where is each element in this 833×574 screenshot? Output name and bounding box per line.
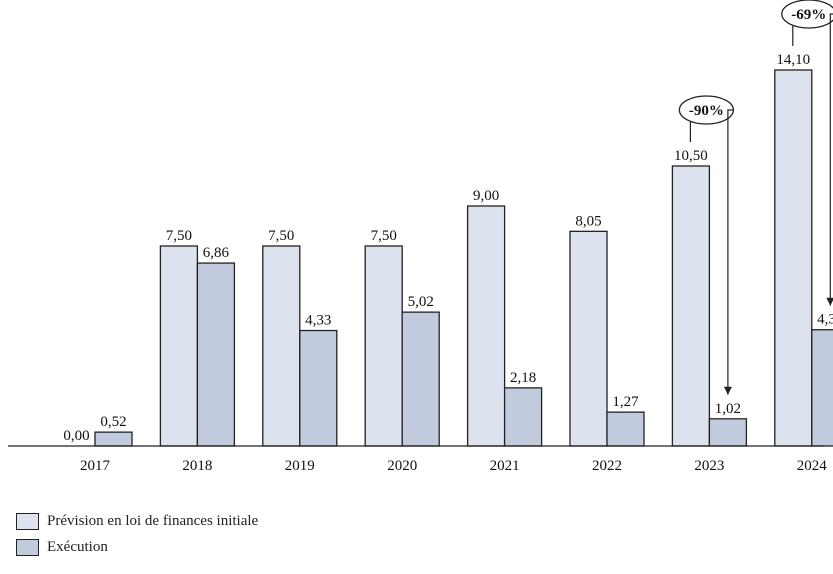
x-tick-label-2017: 2017	[80, 458, 111, 474]
bar-prevision-2019	[262, 245, 301, 447]
value-label-prevision-2021: 9,00	[473, 188, 499, 204]
annotation-arrow-2023	[727, 109, 734, 395]
annotation-2024: -69%	[781, 0, 833, 306]
bar-execution-2018	[196, 262, 236, 447]
legend-swatch-execution	[16, 538, 39, 556]
annotation-arrowhead-2024	[826, 297, 833, 306]
value-label-execution-2019: 4,33	[305, 313, 331, 329]
x-tick-label-2019: 2019	[285, 458, 315, 474]
bar-prevision-2024	[774, 69, 813, 447]
value-label-prevision-2018: 7,50	[166, 228, 192, 244]
legend-item-prevision: Prévision en loi de finances initiale	[16, 510, 258, 532]
legend-item-execution: Exécution	[16, 536, 258, 558]
value-label-execution-2018: 6,86	[203, 245, 230, 261]
bar-execution-2024	[811, 329, 833, 447]
value-label-execution-2017: 0,52	[100, 414, 126, 430]
value-label-execution-2024: 4,36	[817, 312, 833, 328]
legend-swatch-prevision	[16, 512, 39, 530]
annotation-arrowhead-2023	[723, 386, 732, 395]
x-tick-label-2024: 2024	[797, 458, 828, 474]
legend-label-execution: Exécution	[47, 538, 108, 555]
annotation-text-2023: -90%	[689, 103, 724, 119]
bar-execution-2019	[299, 329, 338, 447]
x-tick-label-2020: 2020	[387, 458, 417, 474]
legend: Prévision en loi de finances initiale Ex…	[16, 510, 258, 562]
bar-prevision-2023	[671, 165, 711, 447]
value-label-execution-2023: 1,02	[715, 401, 741, 417]
bar-prevision-2018	[159, 245, 199, 447]
bar-prevision-2022	[569, 230, 608, 447]
value-label-execution-2020: 5,02	[408, 294, 434, 310]
bar-prevision-2020	[364, 245, 403, 447]
bars-layer	[94, 69, 833, 447]
legend-label-prevision: Prévision en loi de finances initiale	[47, 512, 259, 529]
annotation-layer: -90% -69%	[678, 0, 833, 395]
labels-layer: 0,00 0,52 2017 7,50 6,86 2018 7,50 4,33 2019 7,50…	[63, 52, 833, 474]
value-label-prevision-2020: 7,50	[371, 228, 397, 244]
value-label-prevision-2024: 14,10	[776, 52, 810, 68]
x-tick-label-2021: 2021	[490, 458, 520, 474]
annotation-arrow-2024	[829, 13, 833, 306]
value-label-prevision-2019: 7,50	[268, 228, 294, 244]
bar-execution-2023	[708, 418, 748, 447]
annotation-oval-2024	[781, 0, 833, 29]
x-tick-label-2018: 2018	[182, 458, 212, 474]
annotation-text-2024: -69%	[791, 7, 826, 23]
value-label-prevision-2023: 10,50	[674, 148, 708, 164]
value-label-execution-2021: 2,18	[510, 370, 536, 386]
value-label-execution-2022: 1,27	[612, 394, 639, 410]
x-tick-label-2023: 2023	[694, 458, 724, 474]
bar-execution-2017	[94, 431, 133, 447]
bar-execution-2022	[606, 411, 645, 447]
bar-execution-2020	[401, 311, 440, 447]
annotation-2023: -90%	[678, 95, 735, 395]
bar-execution-2021	[503, 387, 543, 447]
value-label-prevision-2017: 0,00	[63, 428, 89, 444]
bar-prevision-2021	[466, 205, 506, 447]
value-label-prevision-2022: 8,05	[575, 213, 601, 229]
x-tick-label-2022: 2022	[592, 458, 622, 474]
bar-chart: -90% -69% 0,00 0,52 2017 7,50 6,86 2018 7,50 4,3…	[8, 0, 833, 474]
